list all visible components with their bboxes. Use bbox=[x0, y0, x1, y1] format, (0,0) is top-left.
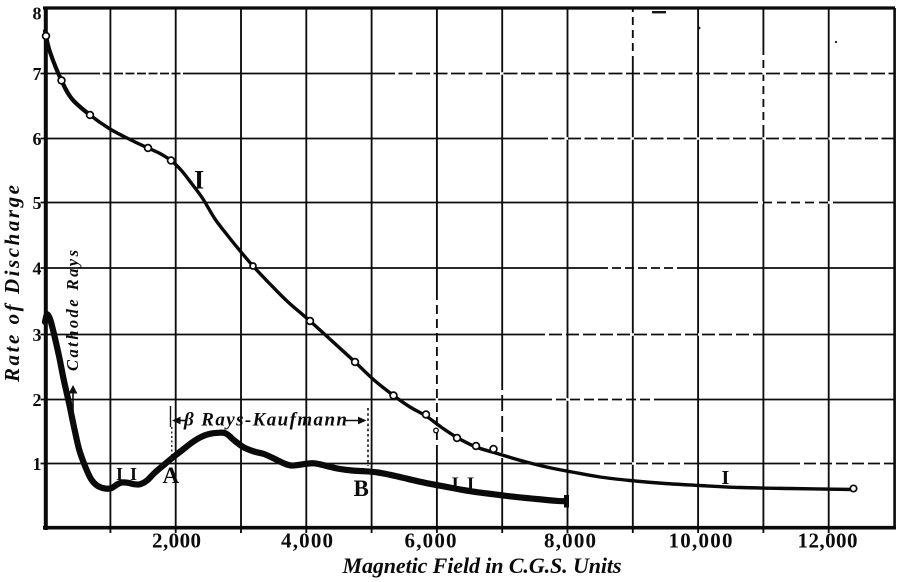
svg-text:3: 3 bbox=[33, 325, 42, 345]
svg-text:I: I bbox=[194, 166, 204, 195]
svg-text:10,000: 10,000 bbox=[669, 529, 733, 553]
svg-text:1: 1 bbox=[33, 454, 42, 474]
svg-text:2: 2 bbox=[33, 390, 42, 410]
svg-text:4: 4 bbox=[33, 259, 42, 279]
svg-text:A: A bbox=[163, 463, 180, 488]
svg-text:8: 8 bbox=[33, 4, 42, 24]
svg-text:β Rays-Kaufmann: β Rays-Kaufmann bbox=[183, 410, 347, 431]
svg-text:2,000: 2,000 bbox=[152, 529, 201, 553]
svg-text:Cathode Rays: Cathode Rays bbox=[63, 250, 82, 371]
svg-text:6: 6 bbox=[33, 129, 42, 149]
svg-text:4,000: 4,000 bbox=[281, 529, 333, 553]
svg-text:5: 5 bbox=[33, 193, 42, 213]
svg-text:I: I bbox=[722, 467, 730, 489]
svg-text:Rate of Discharge: Rate of Discharge bbox=[0, 185, 24, 383]
svg-text:Magnetic Field in C.G.S. Units: Magnetic Field in C.G.S. Units bbox=[342, 553, 622, 578]
svg-text:II: II bbox=[452, 474, 483, 495]
svg-text:II: II bbox=[116, 464, 144, 484]
svg-text:12,000: 12,000 bbox=[798, 529, 858, 553]
svg-text:7: 7 bbox=[33, 64, 42, 84]
svg-text:6,000: 6,000 bbox=[405, 529, 457, 553]
svg-text:8,000: 8,000 bbox=[544, 529, 596, 553]
svg-text:B: B bbox=[354, 476, 369, 501]
